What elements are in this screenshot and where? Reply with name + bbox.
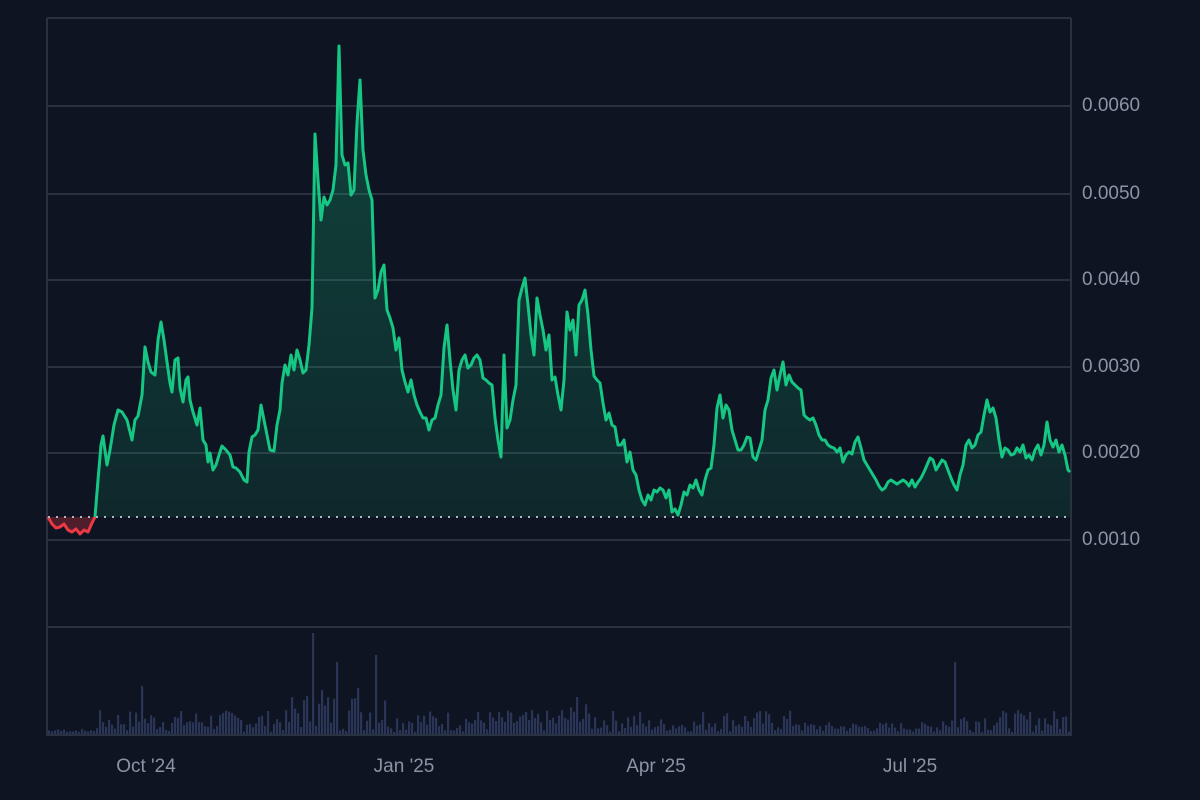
price-area-up <box>48 44 1072 517</box>
x-tick-label: Apr '25 <box>626 756 686 777</box>
y-tick-label: 0.0010 <box>1082 529 1141 550</box>
y-tick-label: 0.0050 <box>1082 183 1141 204</box>
y-tick-label: 0.0060 <box>1082 95 1141 116</box>
x-tick-label: Jul '25 <box>882 756 938 777</box>
x-tick-label: Jan '25 <box>373 756 435 777</box>
grid-lines <box>47 105 1071 628</box>
x-tick-label: Oct '24 <box>116 756 176 777</box>
y-tick-label: 0.0030 <box>1082 356 1141 377</box>
y-tick-label: 0.0040 <box>1082 269 1141 290</box>
y-tick-label: 0.0020 <box>1082 442 1141 463</box>
volume-bars <box>48 633 1071 734</box>
plot-frame <box>46 17 1072 736</box>
